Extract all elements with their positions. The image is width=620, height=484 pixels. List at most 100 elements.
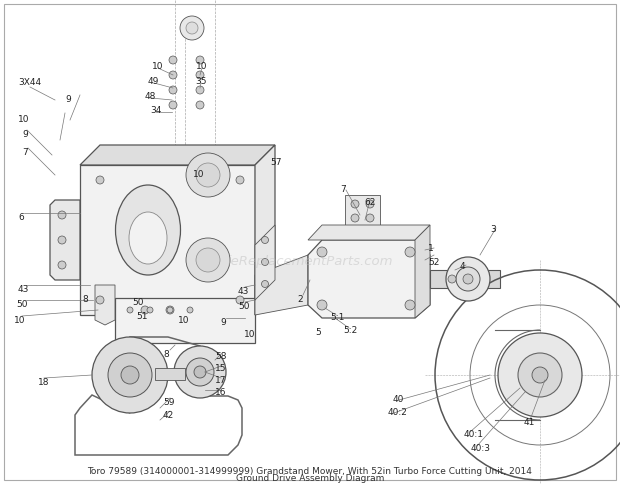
Text: 15: 15 [215, 364, 226, 373]
Circle shape [351, 214, 359, 222]
Circle shape [121, 366, 139, 384]
Text: Toro 79589 (314000001-314999999) Grandstand Mower, With 52in Turbo Force Cutting: Toro 79589 (314000001-314999999) Grandst… [87, 467, 533, 476]
Circle shape [194, 366, 206, 378]
Circle shape [196, 101, 204, 109]
Text: 2: 2 [297, 295, 303, 304]
Text: 50: 50 [238, 302, 249, 311]
Circle shape [180, 16, 204, 40]
Bar [155, 368, 185, 380]
Text: 57: 57 [270, 158, 281, 167]
Text: 50: 50 [132, 298, 143, 307]
Circle shape [405, 247, 415, 257]
Circle shape [366, 214, 374, 222]
Text: 9: 9 [220, 318, 226, 327]
Text: 4: 4 [460, 262, 466, 271]
Polygon shape [345, 195, 380, 230]
Polygon shape [255, 145, 275, 315]
Circle shape [236, 296, 244, 304]
Circle shape [262, 237, 268, 243]
Circle shape [351, 200, 359, 208]
Text: 40:3: 40:3 [471, 444, 491, 453]
Text: 10: 10 [152, 62, 164, 71]
Circle shape [196, 56, 204, 64]
Text: 3: 3 [490, 225, 496, 234]
Text: 40: 40 [393, 395, 404, 404]
Text: 59: 59 [163, 398, 174, 407]
Circle shape [448, 275, 456, 283]
Circle shape [169, 101, 177, 109]
Circle shape [518, 353, 562, 397]
Text: 50: 50 [16, 300, 27, 309]
Text: ieReplacementParts.com: ieReplacementParts.com [228, 256, 392, 269]
Circle shape [187, 307, 193, 313]
Text: 40:2: 40:2 [388, 408, 408, 417]
Circle shape [317, 300, 327, 310]
Circle shape [196, 86, 204, 94]
Text: 41: 41 [524, 418, 536, 427]
Circle shape [92, 337, 168, 413]
Text: 7: 7 [22, 148, 28, 157]
Bar [430, 270, 500, 288]
Text: 10: 10 [244, 330, 255, 339]
Circle shape [186, 358, 214, 386]
Text: 5:1: 5:1 [330, 313, 344, 322]
Text: 10: 10 [178, 316, 190, 325]
Circle shape [532, 367, 548, 383]
Polygon shape [415, 225, 430, 318]
Text: 49: 49 [148, 77, 159, 86]
Text: 40:1: 40:1 [464, 430, 484, 439]
Polygon shape [308, 240, 430, 318]
Text: 8: 8 [163, 350, 169, 359]
Text: 5: 5 [315, 328, 321, 337]
Text: 10: 10 [193, 170, 205, 179]
Text: 62: 62 [364, 198, 375, 207]
Text: 10: 10 [196, 62, 208, 71]
Text: 6: 6 [18, 213, 24, 222]
Ellipse shape [129, 212, 167, 264]
Circle shape [317, 247, 327, 257]
Circle shape [236, 176, 244, 184]
Text: 35: 35 [195, 77, 206, 86]
Circle shape [108, 353, 152, 397]
Text: Ground Drive Assembly Diagram: Ground Drive Assembly Diagram [236, 474, 384, 483]
Text: 34: 34 [150, 106, 161, 115]
Circle shape [405, 300, 415, 310]
Circle shape [96, 296, 104, 304]
Text: 16: 16 [215, 388, 226, 397]
Text: 9: 9 [22, 130, 28, 139]
Circle shape [463, 274, 473, 284]
Circle shape [366, 200, 374, 208]
Circle shape [196, 248, 220, 272]
Circle shape [141, 306, 149, 314]
Circle shape [262, 258, 268, 266]
Text: 17: 17 [215, 376, 226, 385]
Circle shape [196, 163, 220, 187]
Circle shape [167, 307, 173, 313]
Circle shape [196, 71, 204, 79]
Text: 18: 18 [38, 378, 50, 387]
Text: 42: 42 [163, 411, 174, 420]
Circle shape [498, 333, 582, 417]
Polygon shape [308, 225, 430, 240]
Text: 51: 51 [136, 312, 148, 321]
Text: 43: 43 [238, 287, 249, 296]
Text: 10: 10 [14, 316, 25, 325]
Circle shape [186, 22, 198, 34]
Circle shape [174, 346, 226, 398]
Ellipse shape [115, 185, 180, 275]
Text: 43: 43 [18, 285, 29, 294]
Circle shape [456, 267, 480, 291]
Text: 58: 58 [215, 352, 226, 361]
Circle shape [58, 261, 66, 269]
Polygon shape [80, 145, 275, 165]
Text: 7: 7 [340, 185, 346, 194]
Text: 5:2: 5:2 [343, 326, 357, 335]
Circle shape [446, 257, 490, 301]
Circle shape [169, 86, 177, 94]
Bar [115, 298, 255, 343]
Polygon shape [95, 285, 115, 325]
Text: 1: 1 [428, 244, 434, 253]
Circle shape [169, 56, 177, 64]
Text: 52: 52 [428, 258, 440, 267]
Text: 48: 48 [145, 92, 156, 101]
